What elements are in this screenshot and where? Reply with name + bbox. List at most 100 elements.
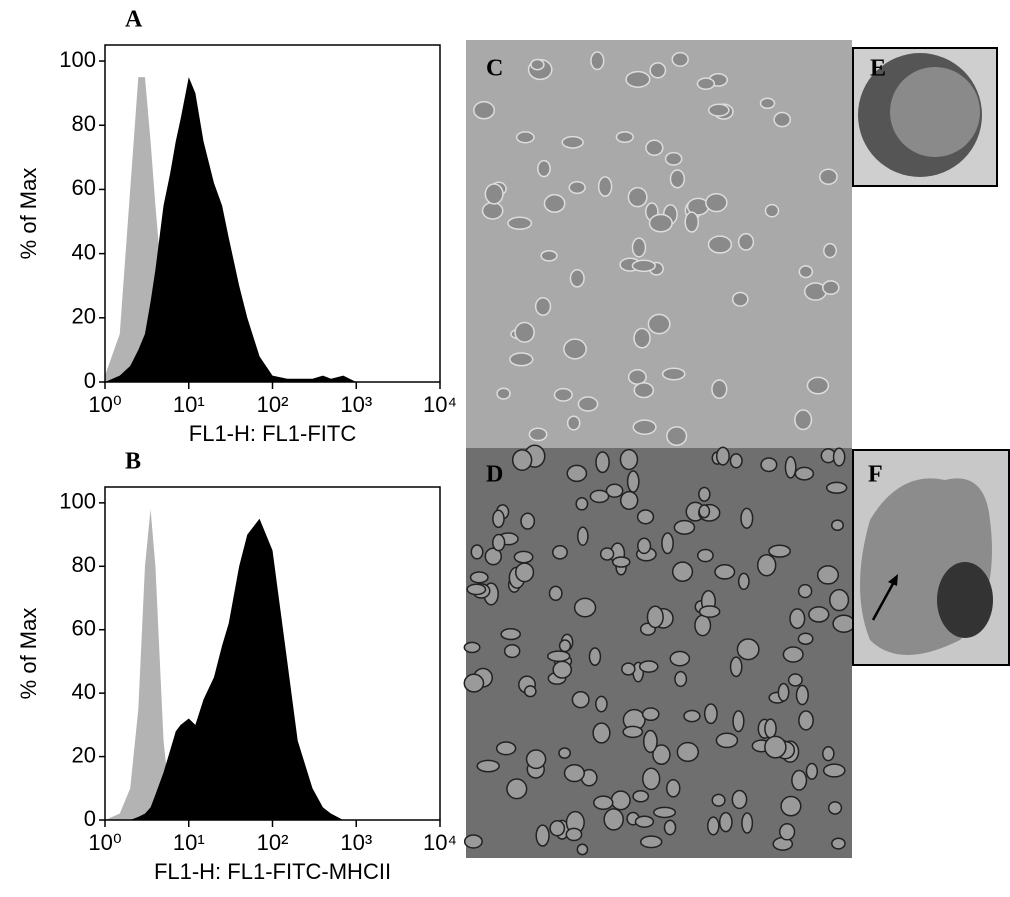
x-axis-label: FL1-H: FL1-FITC	[189, 421, 357, 446]
cell	[476, 759, 500, 773]
cell	[511, 449, 533, 471]
cell	[778, 823, 796, 841]
cell	[732, 710, 745, 733]
cell	[832, 614, 856, 633]
cell	[484, 183, 504, 205]
cell	[787, 673, 803, 687]
cell	[537, 159, 551, 178]
y-tick-label: 0	[84, 806, 96, 831]
cell-e-inner	[890, 67, 980, 157]
cell	[696, 77, 716, 90]
cell	[798, 265, 814, 279]
histogram-area	[105, 77, 357, 382]
cell	[552, 660, 573, 679]
cell	[731, 291, 749, 307]
cell	[764, 735, 787, 759]
cell	[553, 387, 573, 402]
cell	[798, 710, 814, 731]
cell	[797, 632, 814, 645]
cell	[566, 464, 588, 483]
y-axis-label: % of Max	[16, 608, 41, 700]
cell	[663, 819, 677, 836]
cell	[610, 790, 631, 811]
cell	[731, 789, 748, 810]
cell	[665, 778, 681, 798]
x-tick-label: 10³	[340, 392, 372, 417]
cell	[515, 131, 535, 144]
cell	[633, 382, 655, 399]
x-tick-label: 10¹	[173, 830, 205, 855]
cell	[797, 583, 813, 599]
cell	[563, 338, 587, 360]
cell	[575, 497, 589, 511]
cell	[528, 427, 548, 442]
cell	[760, 457, 778, 473]
cell	[805, 762, 819, 780]
x-tick-label: 10²	[257, 830, 289, 855]
cell	[698, 504, 711, 519]
cells-c	[473, 51, 840, 446]
y-tick-label: 60	[72, 616, 96, 641]
cell	[599, 547, 615, 561]
cell	[603, 808, 624, 831]
cell	[823, 242, 837, 259]
cell	[830, 519, 844, 532]
cell	[759, 97, 776, 110]
cell	[535, 824, 550, 847]
x-tick-label: 10⁰	[88, 830, 121, 855]
cell	[784, 455, 797, 479]
cell	[764, 203, 780, 218]
cell	[577, 526, 589, 546]
cell	[589, 489, 610, 504]
cell	[711, 379, 728, 400]
cell	[520, 512, 536, 530]
cell	[463, 641, 481, 654]
cell	[832, 447, 846, 467]
cell	[627, 186, 648, 208]
cell	[473, 100, 496, 120]
cell	[551, 545, 568, 560]
cell	[642, 729, 658, 754]
cell	[573, 597, 597, 618]
cell	[773, 111, 792, 128]
panel-label: B	[125, 449, 141, 475]
cell	[646, 605, 664, 629]
cell	[622, 725, 644, 739]
cell	[626, 470, 640, 493]
panel-label: D	[486, 462, 503, 488]
cell	[496, 387, 511, 400]
cell	[470, 544, 484, 560]
cell	[653, 806, 677, 819]
cell	[819, 168, 838, 185]
cell	[469, 571, 489, 584]
cell	[632, 419, 657, 435]
cell	[577, 396, 599, 412]
cell	[492, 533, 506, 552]
cell	[637, 537, 652, 555]
arrow-head	[888, 574, 898, 586]
cell	[648, 213, 673, 233]
cell	[714, 564, 736, 580]
cell	[514, 562, 535, 583]
cell	[593, 795, 614, 811]
cell	[466, 583, 487, 596]
cell	[568, 180, 586, 195]
cell	[736, 638, 760, 661]
cell	[808, 606, 830, 623]
cell	[768, 544, 791, 558]
cell	[827, 801, 843, 815]
cell	[569, 269, 585, 288]
cell	[715, 446, 730, 466]
cell	[534, 297, 552, 316]
cell	[737, 233, 755, 251]
panel-label: A	[125, 7, 143, 33]
cells-d	[463, 444, 856, 856]
cell	[737, 572, 750, 591]
cell	[634, 815, 655, 828]
cell	[674, 670, 688, 688]
cell	[525, 749, 547, 770]
arrow	[871, 579, 897, 621]
cell	[571, 690, 590, 709]
cell	[530, 58, 545, 71]
